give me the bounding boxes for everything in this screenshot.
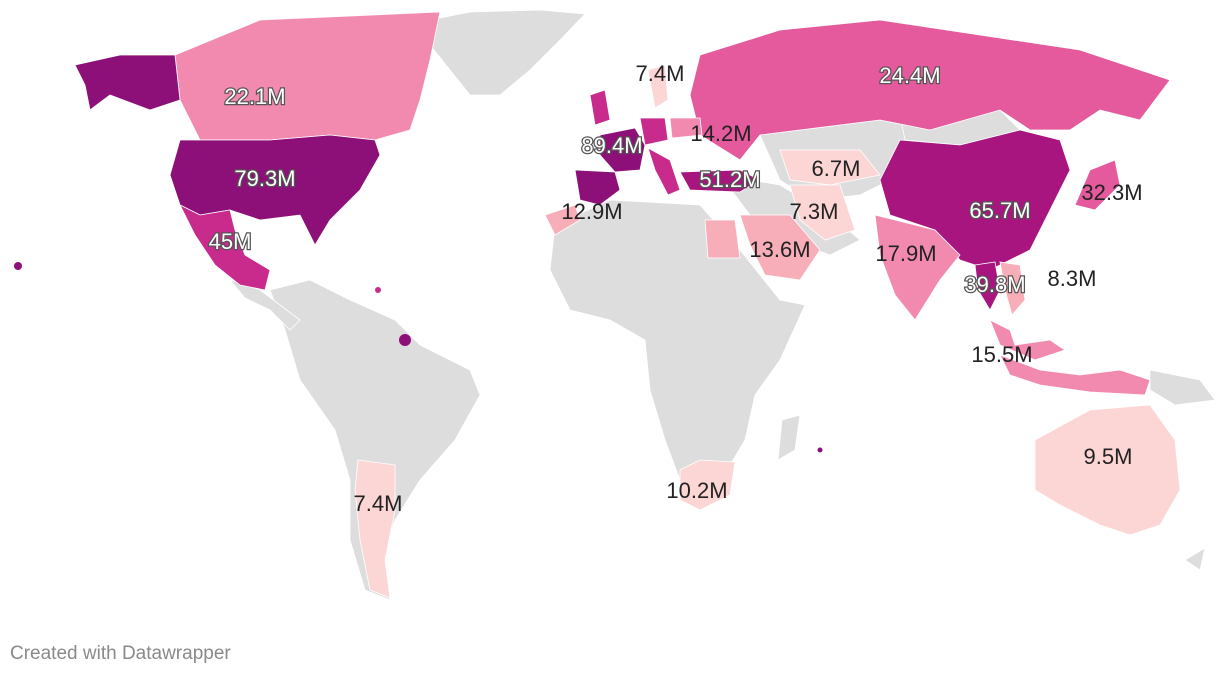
label-india: 17.9M	[875, 241, 936, 266]
label-australia: 9.5M	[1084, 444, 1133, 469]
country-spain[interactable]	[574, 169, 621, 206]
madagascar	[777, 414, 801, 461]
country-sweden[interactable]	[647, 64, 669, 109]
label-iran: 7.3M	[790, 199, 839, 224]
country-india[interactable]	[874, 214, 961, 321]
country-thailand[interactable]	[974, 261, 1001, 311]
label-usa: 79.3M	[234, 166, 295, 191]
country-france[interactable]	[599, 127, 646, 173]
central-america	[228, 279, 301, 331]
label-russia: 24.4M	[879, 63, 940, 88]
country-south-africa[interactable]	[679, 459, 736, 511]
country-mexico[interactable]	[179, 204, 271, 291]
country-alaska[interactable]	[74, 54, 181, 111]
new-guinea	[1149, 369, 1216, 406]
country-germany[interactable]	[639, 117, 669, 146]
country-morocco[interactable]	[544, 204, 581, 236]
reunion-dot	[817, 447, 823, 453]
label-south-africa: 10.2M	[666, 478, 727, 503]
label-france: 89.4M	[581, 133, 642, 158]
label-morocco: 12.9M	[561, 199, 622, 224]
country-indonesia[interactable]	[999, 354, 1151, 396]
country-uk[interactable]	[589, 89, 611, 126]
country-poland[interactable]	[669, 117, 703, 139]
south-america	[269, 279, 481, 601]
country-china[interactable]	[879, 129, 1071, 271]
label-argentina: 7.4M	[354, 491, 403, 516]
label-saudi: 13.6M	[749, 237, 810, 262]
country-turkey[interactable]	[679, 169, 761, 193]
label-malaysia: 15.5M	[971, 342, 1032, 367]
label-japan: 32.3M	[1081, 180, 1142, 205]
country-saudi[interactable]	[739, 214, 821, 281]
label-sweden: 7.4M	[636, 61, 685, 86]
small-territories	[14, 262, 823, 453]
new-zealand	[1184, 547, 1206, 571]
data-countries	[74, 11, 1181, 599]
country-egypt[interactable]	[704, 219, 741, 259]
country-malaysia[interactable]	[989, 319, 1066, 361]
label-china: 65.7M	[969, 198, 1030, 223]
country-japan[interactable]	[1074, 159, 1121, 211]
country-kazakhstan[interactable]	[779, 149, 881, 186]
country-italy[interactable]	[647, 147, 681, 196]
country-vietnam[interactable]	[999, 261, 1026, 316]
value-labels: 22.1M 79.3M 45M 24.4M 65.7M 89.4M 51.2M …	[207, 61, 1142, 516]
label-mexico: 45M	[209, 229, 252, 254]
label-kazakhstan: 6.7M	[812, 156, 861, 181]
country-russia[interactable]	[689, 19, 1171, 161]
label-thailand: 39.8M	[964, 272, 1025, 297]
label-turkey: 51.2M	[699, 167, 760, 192]
label-poland: 14.2M	[690, 121, 751, 146]
country-argentina[interactable]	[354, 459, 396, 599]
country-australia[interactable]	[1034, 404, 1181, 536]
world-choropleth-map: 22.1M 79.3M 45M 24.4M 65.7M 89.4M 51.2M …	[14, 9, 1216, 601]
french-guiana-dot	[399, 334, 411, 346]
datawrapper-credit[interactable]: Created with Datawrapper	[10, 643, 231, 664]
greenland	[419, 9, 586, 96]
caribbean-dot	[375, 287, 381, 293]
label-canada: 22.1M	[224, 84, 285, 109]
country-canada[interactable]	[174, 11, 441, 141]
label-vietnam: 8.3M	[1048, 266, 1097, 291]
hawaii-dot	[14, 262, 22, 270]
